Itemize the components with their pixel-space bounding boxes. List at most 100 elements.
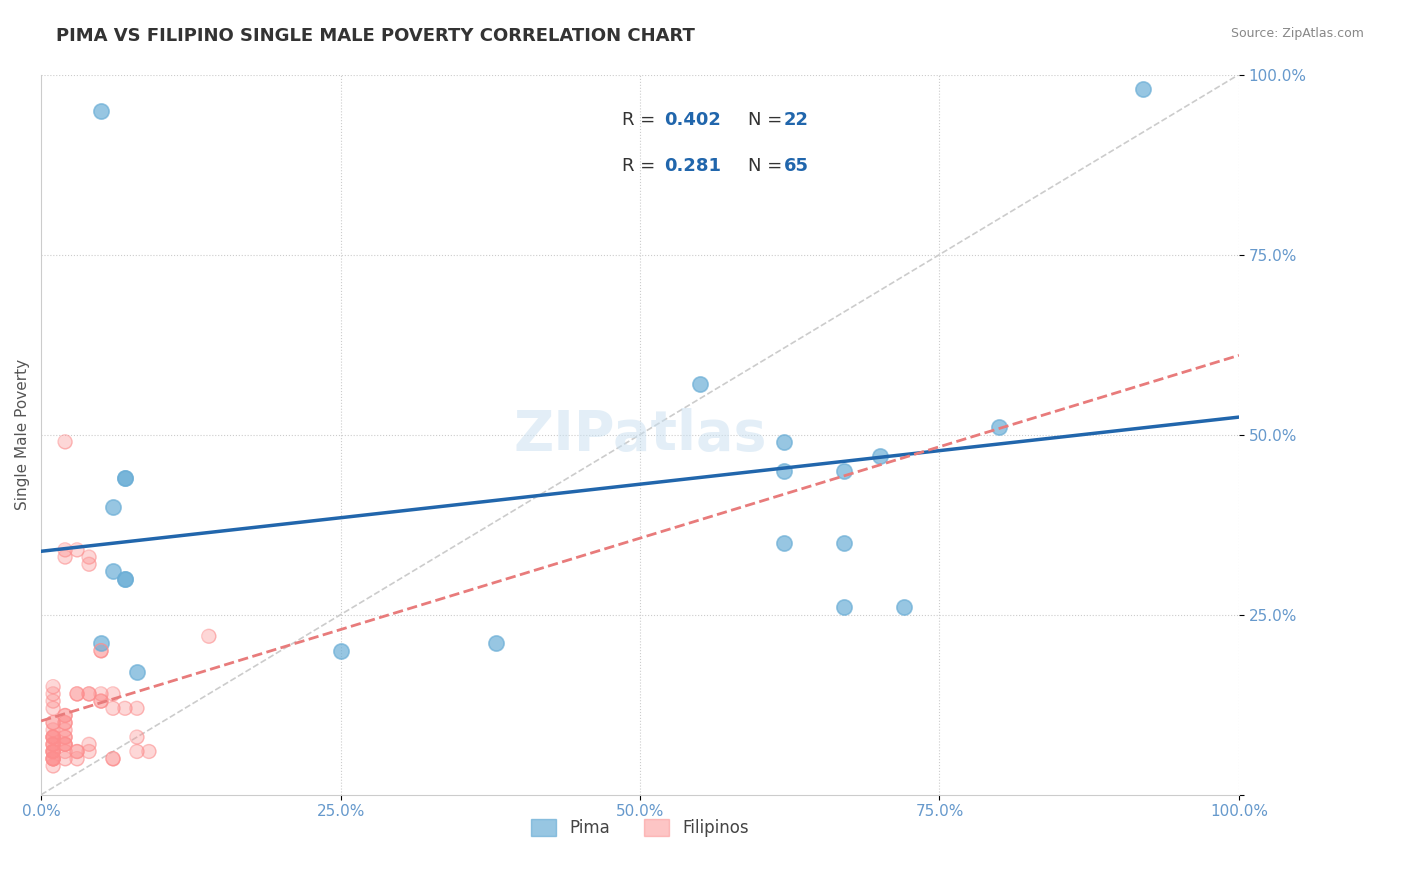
Point (832, 600, 855, 615)
Point (101, 752, 124, 766)
Point (198, 629, 221, 643)
Point (53, 730, 76, 744)
Point (90, 694, 112, 708)
Point (90, 643, 112, 657)
Point (77, 549, 100, 564)
Point (42, 752, 65, 766)
Point (90, 643, 112, 657)
Point (90, 636, 112, 650)
Point (53, 549, 76, 564)
Legend: Pima, Filipinos: Pima, Filipinos (524, 813, 755, 844)
Point (125, 730, 148, 744)
Point (42, 680, 65, 694)
Point (42, 744, 65, 758)
Point (893, 600, 915, 615)
Point (53, 708, 76, 723)
Point (42, 680, 65, 694)
Point (832, 535, 855, 549)
Point (53, 737, 76, 751)
Point (53, 708, 76, 723)
Point (66, 687, 89, 701)
Point (77, 549, 100, 564)
Point (42, 752, 65, 766)
Point (42, 737, 65, 751)
Point (42, 730, 65, 744)
Point (42, 715, 65, 730)
Point (42, 744, 65, 758)
Point (90, 694, 112, 708)
Point (42, 744, 65, 758)
Point (42, 730, 65, 744)
Point (42, 744, 65, 758)
Text: R =: R = (621, 111, 661, 128)
Point (53, 737, 76, 751)
Point (42, 737, 65, 751)
Text: 65: 65 (783, 157, 808, 176)
Point (42, 744, 65, 758)
Point (772, 464, 794, 478)
Point (125, 744, 148, 758)
Point (869, 449, 891, 463)
Point (42, 715, 65, 730)
Point (77, 687, 100, 701)
Point (53, 723, 76, 737)
Point (53, 715, 76, 730)
Point (101, 752, 124, 766)
Point (53, 434, 76, 449)
Point (101, 687, 124, 701)
Point (42, 730, 65, 744)
Point (42, 687, 65, 701)
Point (66, 687, 89, 701)
Text: N =: N = (748, 157, 787, 176)
Point (77, 744, 100, 758)
Point (114, 471, 136, 485)
Point (42, 730, 65, 744)
Point (53, 715, 76, 730)
Point (53, 434, 76, 449)
Point (125, 701, 148, 715)
Point (101, 701, 124, 715)
Point (42, 730, 65, 744)
Point (53, 723, 76, 737)
Point (42, 694, 65, 708)
Point (77, 687, 100, 701)
Point (42, 752, 65, 766)
Point (53, 737, 76, 751)
Point (125, 701, 148, 715)
Point (101, 752, 124, 766)
Point (1132, 82, 1154, 96)
Point (101, 500, 124, 514)
Point (53, 737, 76, 751)
Point (77, 737, 100, 751)
Point (42, 752, 65, 766)
Point (66, 744, 89, 758)
Point (53, 752, 76, 766)
Point (42, 744, 65, 758)
Point (90, 687, 112, 701)
Point (988, 420, 1011, 434)
Point (66, 752, 89, 766)
Point (42, 701, 65, 715)
Point (66, 752, 89, 766)
Point (77, 737, 100, 751)
Point (772, 535, 794, 549)
Point (42, 737, 65, 751)
Point (77, 558, 100, 572)
Point (42, 701, 65, 715)
Point (42, 694, 65, 708)
Point (101, 701, 124, 715)
Point (101, 752, 124, 766)
Point (485, 636, 508, 650)
Point (114, 572, 136, 586)
Text: Source: ZipAtlas.com: Source: ZipAtlas.com (1230, 27, 1364, 40)
Point (114, 701, 136, 715)
Text: 0.281: 0.281 (664, 157, 721, 176)
Point (53, 737, 76, 751)
Point (772, 434, 794, 449)
Point (53, 737, 76, 751)
Point (138, 744, 160, 758)
Text: 22: 22 (783, 111, 808, 128)
Point (53, 744, 76, 758)
Point (53, 730, 76, 744)
Y-axis label: Single Male Poverty: Single Male Poverty (15, 359, 30, 510)
